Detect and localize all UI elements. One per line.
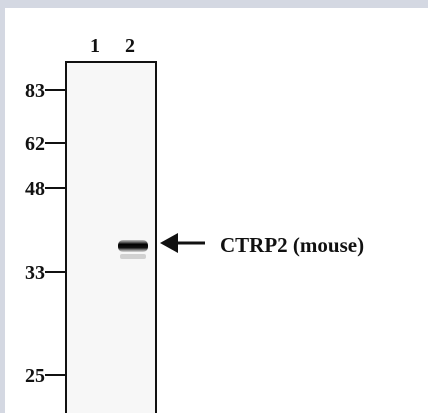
- marker-label: 33: [25, 262, 45, 284]
- marker-label: 48: [25, 178, 45, 200]
- marker-label: 83: [25, 80, 45, 102]
- blot-figure: 1 2 83 62 48 33 25 CTRP2 (mouse): [0, 0, 428, 413]
- protein-band: [118, 240, 148, 252]
- top-frame: [0, 0, 428, 8]
- background: [0, 0, 428, 413]
- band-smear: [120, 254, 146, 259]
- marker-label: 62: [25, 133, 45, 155]
- lane-label: 1: [90, 35, 100, 57]
- page: 1 2 83 62 48 33 25 CTRP2 (mouse) (() => …: [0, 0, 428, 413]
- marker-label: 25: [25, 365, 45, 387]
- blot-membrane: [66, 62, 156, 413]
- lane-label: 2: [125, 35, 135, 57]
- band-annotation: CTRP2 (mouse): [220, 233, 364, 257]
- left-frame: [0, 0, 5, 413]
